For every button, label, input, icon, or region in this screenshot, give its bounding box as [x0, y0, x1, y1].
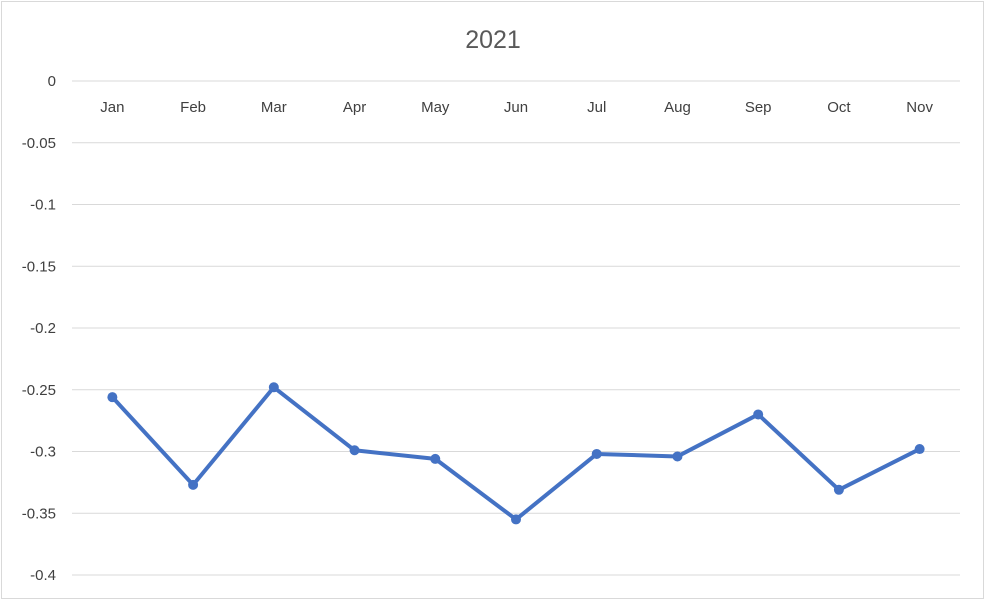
x-tick-label: Apr: [343, 99, 366, 116]
series-1: [107, 382, 925, 525]
y-tick-label: -0.25: [22, 382, 56, 399]
x-tick-label: Aug: [664, 99, 691, 116]
data-point: [268, 382, 279, 393]
y-tick-label: -0.3: [30, 444, 56, 461]
y-tick-label: -0.1: [30, 197, 56, 214]
x-tick-label: May: [421, 99, 450, 116]
data-point: [349, 445, 360, 456]
data-point: [753, 409, 764, 420]
data-point: [833, 484, 844, 495]
y-tick-label: 0: [48, 73, 56, 90]
x-tick-label: Sep: [745, 99, 772, 116]
data-point: [511, 514, 521, 525]
x-tick-label: Oct: [827, 99, 851, 116]
y-axis-tick-labels: 0 -0.05 -0.1 -0.15 -0.2 -0.25 -0.3 -0.35 -0.4: [22, 73, 56, 584]
x-tick-label: Nov: [906, 99, 933, 116]
data-point: [672, 451, 683, 462]
chart-title: 2021: [465, 26, 521, 54]
x-tick-label: Feb: [180, 99, 206, 116]
y-tick-label: -0.4: [30, 567, 56, 584]
gridlines: [72, 80, 960, 576]
y-tick-label: -0.05: [22, 135, 56, 152]
x-tick-label: Jul: [587, 99, 606, 116]
data-point: [430, 453, 441, 464]
data-point: [188, 479, 199, 490]
x-tick-label: Jun: [504, 99, 528, 116]
y-tick-label: -0.2: [30, 320, 56, 337]
x-tick-label: Jan: [100, 99, 124, 116]
data-point: [107, 392, 118, 403]
x-axis-tick-labels: Jan Feb Mar Apr May Jun Jul Aug Sep Oct Nov: [100, 99, 933, 116]
data-point: [914, 444, 925, 455]
data-point: [591, 448, 602, 459]
x-tick-label: Mar: [261, 99, 287, 116]
y-tick-label: -0.15: [22, 258, 56, 275]
y-tick-label: -0.35: [22, 505, 56, 522]
series-line: [110, 385, 922, 522]
